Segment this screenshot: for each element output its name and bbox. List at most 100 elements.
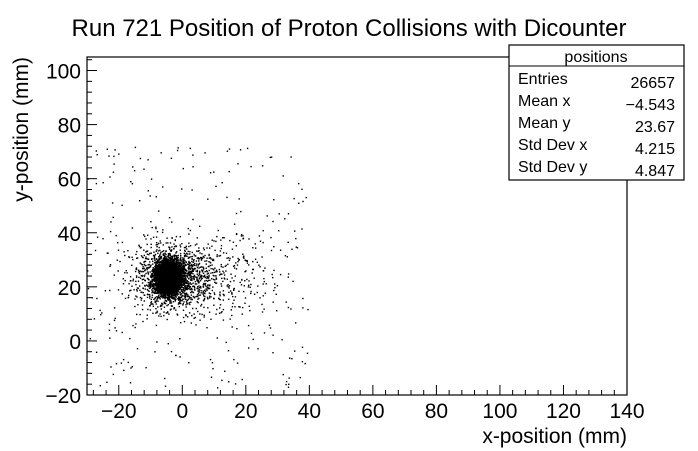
data-point (176, 285, 178, 287)
data-point (187, 281, 190, 283)
data-point (163, 263, 165, 265)
data-point (177, 285, 179, 287)
data-point (158, 292, 160, 294)
data-point (163, 297, 165, 299)
data-point (160, 257, 162, 260)
data-point (177, 277, 179, 280)
data-point (161, 260, 163, 262)
data-point (172, 289, 174, 292)
data-point (169, 271, 171, 273)
data-point (165, 300, 168, 303)
data-point (159, 285, 161, 287)
data-point (190, 270, 193, 273)
data-point (162, 296, 164, 298)
data-point (163, 258, 165, 260)
data-point (175, 285, 177, 287)
data-point (174, 258, 176, 261)
data-point (152, 283, 154, 285)
data-point (174, 276, 177, 278)
data-point (177, 263, 179, 266)
data-point (154, 267, 156, 270)
data-point (179, 284, 182, 287)
data-point (177, 288, 179, 290)
data-point (154, 268, 157, 271)
data-point (169, 254, 171, 257)
data-point (171, 258, 173, 260)
data-point (154, 269, 157, 272)
data-point (155, 268, 157, 270)
data-point (165, 292, 168, 294)
data-point (156, 261, 158, 263)
data-point (154, 273, 157, 276)
data-point (165, 260, 168, 262)
data-point (154, 265, 156, 268)
data-point (161, 286, 163, 288)
data-point (156, 286, 158, 289)
data-point (166, 261, 169, 263)
data-point (158, 266, 161, 268)
data-point (169, 257, 171, 259)
data-point (166, 293, 169, 295)
data-point (176, 294, 178, 296)
data-point (174, 284, 176, 286)
data-point (187, 294, 189, 296)
data-point (171, 262, 173, 265)
data-point (166, 257, 168, 259)
data-point (169, 264, 171, 266)
data-point (163, 285, 165, 287)
data-point (158, 273, 161, 275)
data-point (182, 268, 184, 270)
data-point (176, 260, 178, 262)
data-point (167, 287, 169, 290)
data-point (168, 289, 170, 292)
data-point (164, 263, 167, 265)
data-point (180, 289, 182, 291)
data-point (156, 279, 159, 282)
data-point (172, 261, 175, 264)
data-point (165, 297, 167, 299)
data-point (162, 293, 164, 295)
data-point (185, 280, 187, 282)
data-point (159, 271, 161, 273)
data-point (176, 289, 178, 291)
data-point (171, 266, 173, 269)
data-point (157, 286, 159, 289)
data-point (160, 251, 162, 253)
data-point (166, 258, 168, 261)
data-point (155, 282, 157, 284)
data-point (153, 271, 155, 273)
data-point (153, 276, 155, 279)
data-point (176, 271, 179, 273)
data-point (163, 293, 165, 295)
data-point (177, 266, 179, 268)
data-point (164, 297, 166, 300)
data-point (174, 257, 176, 260)
data-point (161, 287, 163, 289)
data-point (177, 296, 180, 298)
data-point (174, 268, 176, 270)
data-point (159, 256, 161, 258)
data-point (185, 278, 187, 280)
data-point (157, 264, 160, 266)
data-point (178, 284, 180, 286)
data-point (159, 283, 161, 285)
data-point (170, 295, 173, 298)
data-point (173, 269, 176, 271)
data-point (170, 276, 173, 278)
data-point (166, 269, 169, 271)
data-point (165, 286, 168, 288)
data-point (169, 263, 172, 265)
data-point (169, 259, 171, 261)
data-point (177, 264, 180, 266)
data-point (176, 259, 178, 261)
data-point (159, 253, 162, 255)
data-point (160, 283, 162, 286)
data-point (176, 262, 178, 264)
data-point (167, 270, 169, 272)
data-point (174, 254, 176, 257)
data-point (170, 300, 172, 302)
data-point (153, 279, 155, 281)
data-point (160, 293, 163, 295)
data-point (160, 295, 162, 298)
